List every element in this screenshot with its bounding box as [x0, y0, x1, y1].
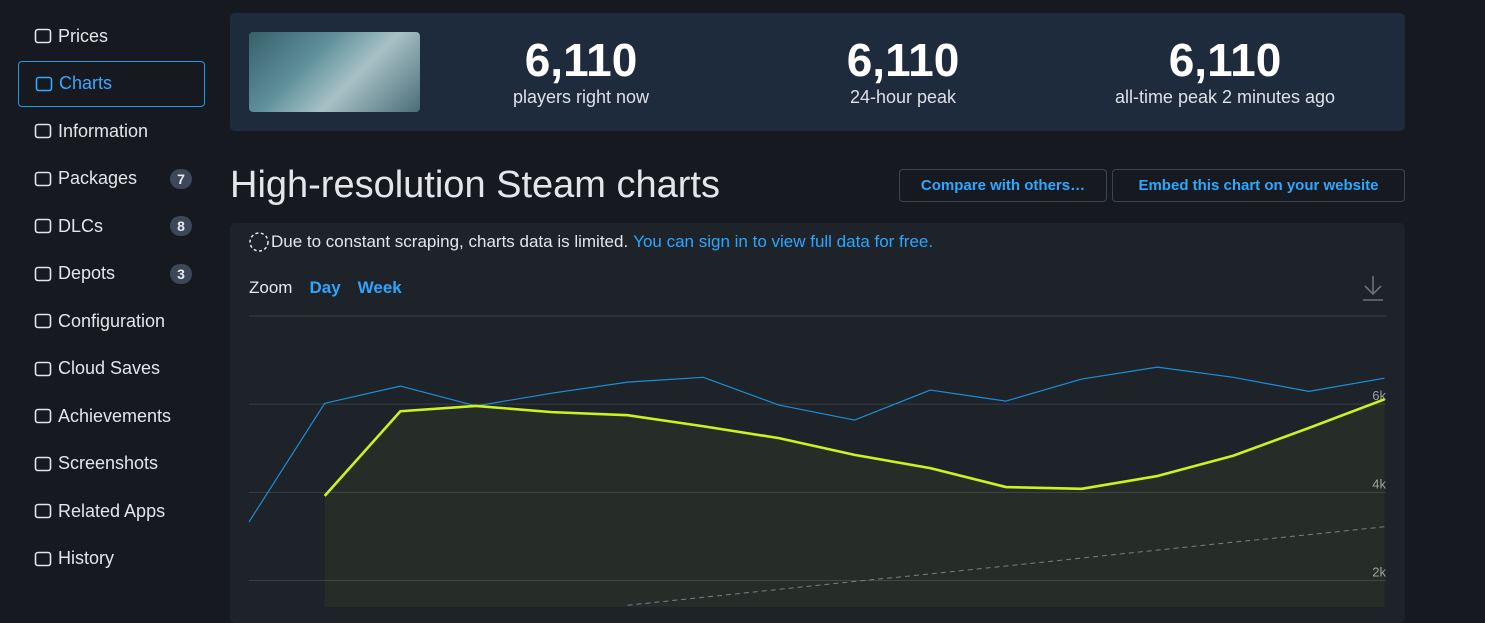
nav-label: Prices: [58, 25, 109, 46]
nav-label: Packages: [58, 168, 138, 188]
icon-shape: [34, 218, 52, 234]
icon-shape: [34, 408, 52, 424]
nav-icon: [34, 266, 52, 281]
nav-item[interactable]: Achievements: [18, 393, 205, 439]
stat-label: players right now: [512, 87, 650, 107]
nav-icon: [35, 76, 53, 91]
stats-card: 6,110 players right now 6,110 24-hour peak 6…: [230, 13, 1405, 131]
nav-item[interactable]: Packages 7: [18, 156, 205, 202]
nav-item[interactable]: Information: [18, 108, 205, 154]
stat: 6,110 24-hour peak: [743, 35, 1063, 108]
y-tick-label: 4k: [1372, 476, 1386, 491]
nav-icon: [34, 503, 52, 519]
stat-label: 24-hour peak: [849, 87, 957, 107]
notice-icon: [249, 232, 269, 252]
heading: High-resolution Steam charts: [230, 164, 720, 206]
nav-label: Depots: [58, 263, 116, 283]
series-line: [323, 398, 1385, 497]
icon-shape: [35, 76, 53, 91]
stat: 6,110 all-time peak 2 minutes ago: [1065, 35, 1385, 108]
nav-label: Screenshots: [58, 453, 159, 473]
icon-shape: [34, 266, 52, 281]
nav-icon: [34, 408, 52, 424]
series-line: [627, 526, 1385, 606]
nav-icon: [34, 171, 52, 186]
embed-button[interactable]: Embed this chart on your website: [1112, 169, 1405, 202]
nav-item[interactable]: Configuration: [18, 298, 205, 344]
nav-icon: [34, 361, 52, 376]
nav-label: Information: [58, 120, 149, 141]
nav-badge: 8: [170, 216, 192, 236]
icon-shape: [34, 361, 52, 376]
nav-label: Charts: [59, 73, 113, 93]
icon-shape: [34, 551, 52, 566]
sign-in-link[interactable]: You can sign in to view full data for fr…: [633, 232, 934, 251]
nav-label: Cloud Saves: [58, 358, 161, 378]
nav-icon: [34, 456, 52, 471]
nav-item[interactable]: Screenshots: [18, 441, 205, 487]
nav-label: DLCs: [58, 215, 104, 236]
nav-item[interactable]: Charts: [18, 60, 205, 107]
stat: 6,110 players right now: [421, 35, 741, 108]
icon-shape: [34, 171, 52, 186]
series-line: [248, 366, 1385, 523]
chart-panel: [230, 223, 1405, 623]
zoom-week[interactable]: Week: [357, 278, 402, 297]
download-icon[interactable]: [1363, 276, 1383, 301]
stat-value: 6,110: [524, 34, 638, 86]
nav-item[interactable]: Related Apps: [18, 488, 205, 534]
nav-label: History: [58, 548, 115, 568]
nav-icon: [34, 551, 52, 566]
notice-text: Due to constant scraping, charts data is…: [271, 232, 629, 251]
nav-item[interactable]: DLCs 8: [18, 203, 205, 249]
icon-shape: [34, 456, 52, 471]
icon-shape: [34, 503, 52, 519]
zoom-day[interactable]: Day: [309, 278, 341, 297]
game-thumbnail[interactable]: [249, 32, 420, 112]
nav-icon: [34, 218, 52, 234]
icon-shape: [34, 28, 52, 44]
stat-label: all-time peak 2 minutes ago: [1114, 87, 1336, 107]
nav-item[interactable]: Cloud Saves: [18, 346, 205, 392]
area-fill: [324, 399, 1385, 607]
icon-shape: [34, 123, 52, 139]
page: Prices Charts Information Packages 7 DLCs 8 Dep…: [18, 13, 1405, 607]
notice: Due to constant scraping, charts data is…: [249, 231, 933, 253]
zoom-bar: Zoom Day Week: [249, 278, 402, 298]
nav-icon: [34, 28, 52, 44]
chart: 2k4k6k: [248, 276, 1386, 607]
nav-label: Related Apps: [58, 500, 166, 521]
y-tick-label: 2k: [1372, 565, 1386, 580]
stat-value: 6,110: [846, 34, 960, 86]
nav-badge: 3: [170, 263, 192, 284]
nav-item[interactable]: History: [18, 536, 205, 582]
zoom-label: Zoom: [249, 278, 293, 297]
icon-shape: [34, 313, 52, 329]
nav-item[interactable]: Prices: [18, 13, 205, 59]
nav-label: Configuration: [58, 310, 166, 331]
nav-badge: 7: [170, 168, 192, 189]
nav-icon: [34, 123, 52, 139]
stat-value: 6,110: [1168, 34, 1282, 86]
nav-icon: [34, 313, 52, 329]
nav-item[interactable]: Depots 3: [18, 251, 205, 297]
nav-label: Achievements: [58, 405, 172, 426]
compare-button[interactable]: Compare with others…: [899, 169, 1107, 202]
